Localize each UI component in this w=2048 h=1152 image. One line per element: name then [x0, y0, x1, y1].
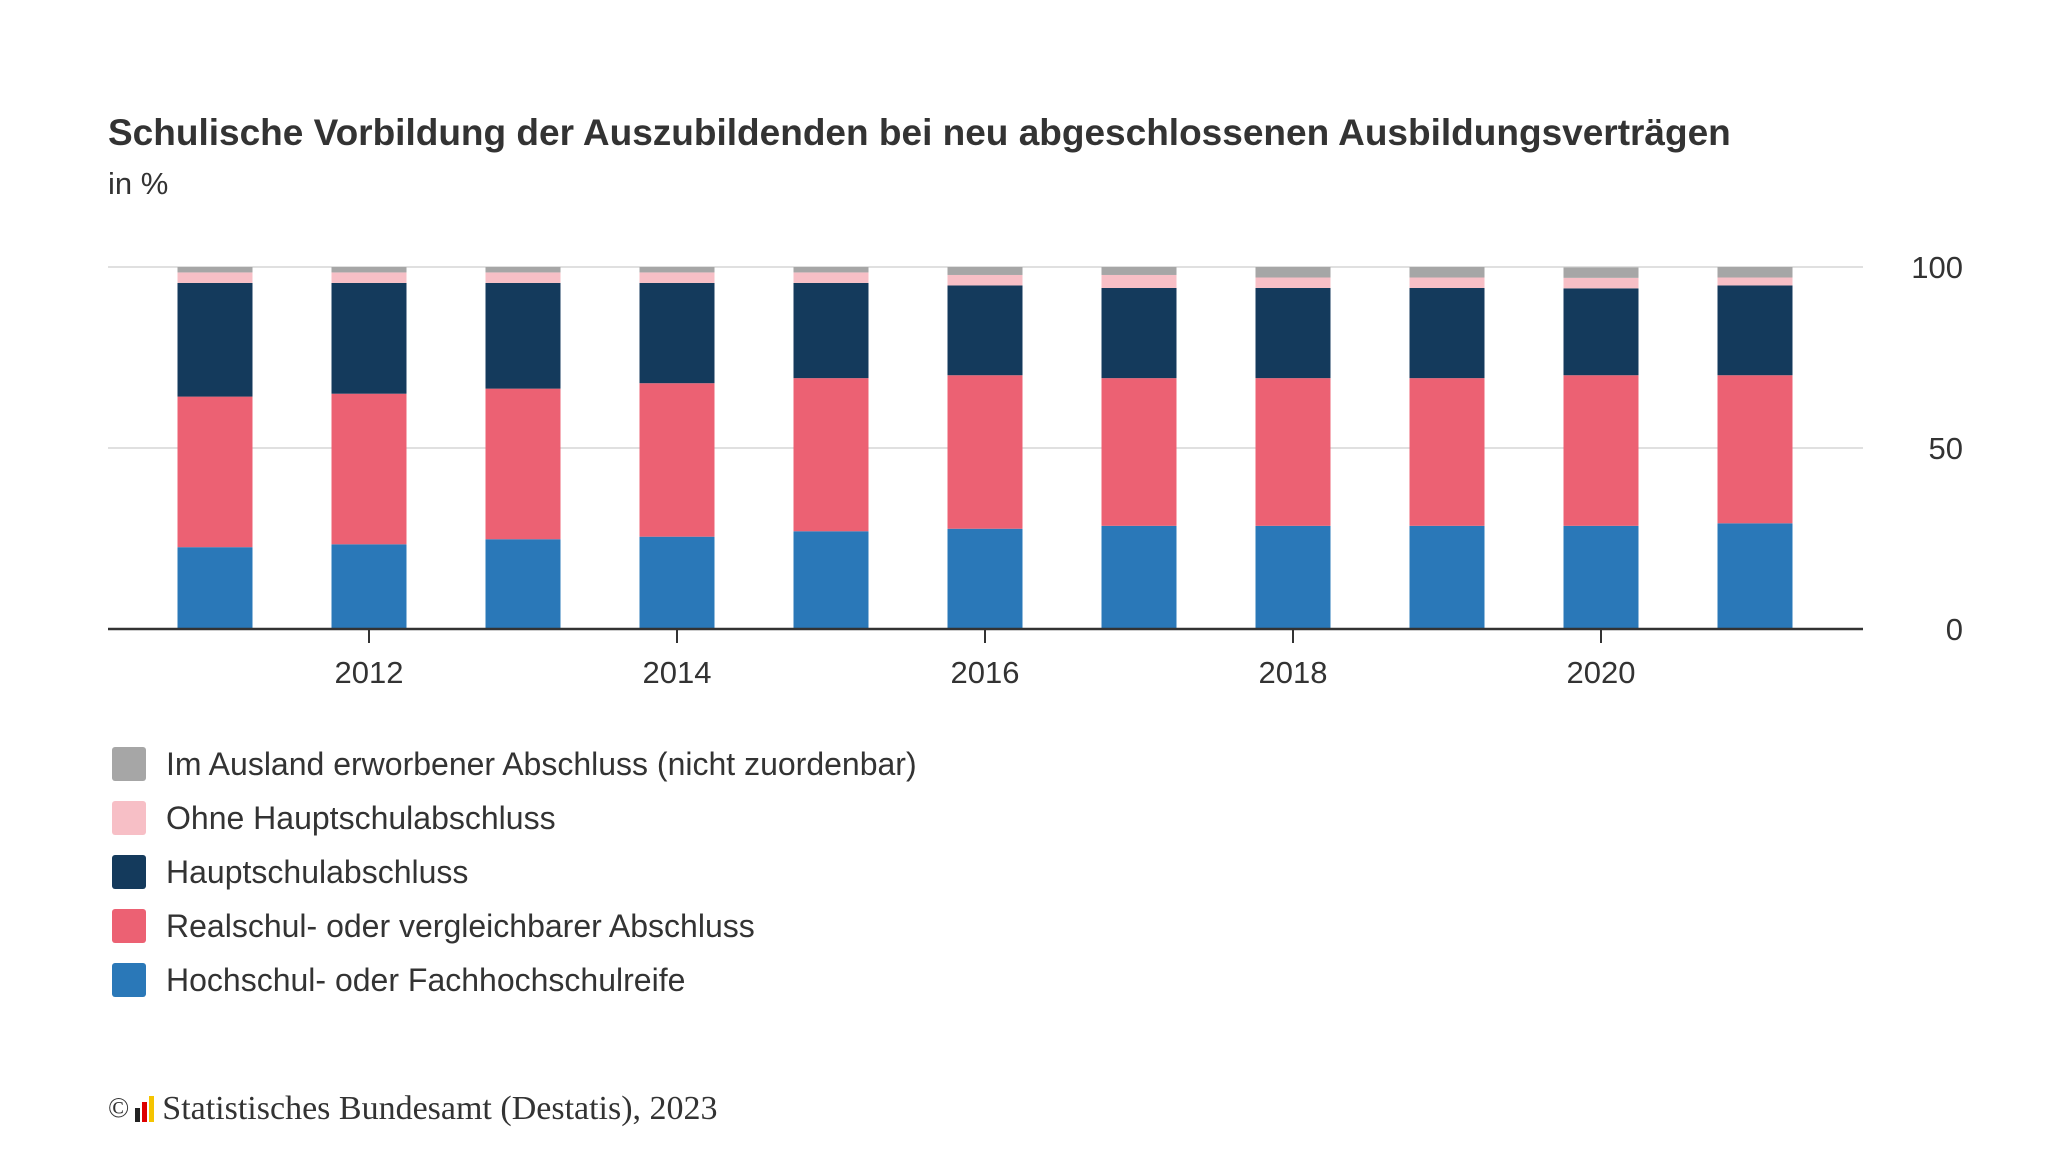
bar-segment: [1409, 287, 1485, 379]
legend: Im Ausland erworbener Abschluss (nicht z…: [112, 737, 917, 1007]
bar-segment: [1409, 277, 1485, 288]
footer: © Statistisches Bundesamt (Destatis), 20…: [108, 1090, 718, 1128]
bar-segment: [1255, 277, 1331, 288]
bar-segment: [485, 388, 561, 540]
bar-segment: [947, 375, 1023, 529]
x-tick-label: 2020: [1567, 655, 1636, 690]
x-tick-label: 2012: [335, 655, 404, 690]
legend-label: Hauptschulabschluss: [166, 853, 469, 890]
bar-segment: [1101, 274, 1177, 288]
bar-segment: [947, 285, 1023, 376]
legend-swatch: [112, 855, 146, 889]
bar-segment: [1101, 287, 1177, 379]
bar-segment: [1563, 288, 1639, 376]
bar-segment: [485, 267, 561, 273]
bar-segment: [1101, 378, 1177, 526]
bar-segment: [1255, 525, 1331, 629]
legend-label: Ohne Hauptschulabschluss: [166, 799, 556, 836]
y-tick-label: 0: [1946, 612, 1963, 647]
bar-segment: [1563, 267, 1639, 278]
bar-segment: [1255, 378, 1331, 526]
bar-segment: [1717, 277, 1793, 286]
bar-segment: [1563, 375, 1639, 526]
chart-subtitle: in %: [108, 166, 169, 201]
bar-segment: [947, 267, 1023, 275]
copyright-symbol: ©: [108, 1093, 130, 1124]
bar-segment: [639, 383, 715, 537]
legend-label: Hochschul- oder Fachhochschulreife: [166, 961, 686, 998]
legend-item: Im Ausland erworbener Abschluss (nicht z…: [112, 737, 917, 791]
legend-item: Realschul- oder vergleichbarer Abschluss: [112, 899, 917, 953]
chart-title: Schulische Vorbildung der Auszubildenden…: [108, 112, 1731, 153]
legend-label: Realschul- oder vergleichbarer Abschluss: [166, 907, 755, 944]
bar-segment: [1717, 267, 1793, 278]
legend-label: Im Ausland erworbener Abschluss (nicht z…: [166, 745, 917, 782]
bar-segment: [1409, 378, 1485, 526]
bar-segment: [331, 282, 407, 394]
y-tick-label: 50: [1929, 431, 1963, 466]
bar-segment: [793, 531, 869, 629]
legend-item: Hauptschulabschluss: [112, 845, 917, 899]
legend-swatch: [112, 801, 146, 835]
bar-segment: [331, 272, 407, 283]
bar-segment: [947, 274, 1023, 286]
bar-segment: [1101, 267, 1177, 275]
legend-swatch: [112, 747, 146, 781]
bar-segment: [1255, 287, 1331, 379]
bar-segment: [793, 282, 869, 379]
x-tick-label: 2018: [1259, 655, 1328, 690]
bar-segment: [639, 267, 715, 273]
legend-swatch: [112, 909, 146, 943]
legend-item: Ohne Hauptschulabschluss: [112, 791, 917, 845]
bar-segment: [639, 536, 715, 629]
bar-segment: [793, 272, 869, 283]
bar-segment: [485, 282, 561, 389]
x-tick-label: 2014: [643, 655, 712, 690]
bar-segment: [1409, 525, 1485, 629]
destatis-logo-icon: [135, 1096, 155, 1122]
bar-segment: [177, 396, 253, 548]
bar-segment: [1255, 267, 1331, 278]
bar-segment: [639, 282, 715, 384]
bar-segment: [793, 378, 869, 532]
bar-segment: [1563, 277, 1639, 289]
bar-segment: [177, 267, 253, 273]
bar-segment: [177, 547, 253, 629]
bar-segment: [793, 267, 869, 273]
bar-segment: [177, 272, 253, 283]
bar-segment: [639, 272, 715, 283]
bar-segment: [177, 282, 253, 397]
source-text: Statistisches Bundesamt (Destatis), 2023: [162, 1090, 718, 1127]
bar-segment: [1101, 525, 1177, 629]
y-tick-label: 100: [1911, 250, 1963, 285]
bar-segment: [331, 267, 407, 273]
x-tick-label: 2016: [951, 655, 1020, 690]
bar-segment: [485, 539, 561, 629]
bar-segment: [485, 272, 561, 283]
bar-segment: [1409, 267, 1485, 278]
legend-swatch: [112, 963, 146, 997]
legend-item: Hochschul- oder Fachhochschulreife: [112, 953, 917, 1007]
bar-segment: [1717, 375, 1793, 524]
bar-segment: [1717, 285, 1793, 376]
bar-segment: [947, 528, 1023, 629]
bar-segment: [1717, 523, 1793, 629]
bar-segment: [1563, 525, 1639, 629]
bar-segment: [331, 393, 407, 545]
bar-segment: [331, 544, 407, 629]
